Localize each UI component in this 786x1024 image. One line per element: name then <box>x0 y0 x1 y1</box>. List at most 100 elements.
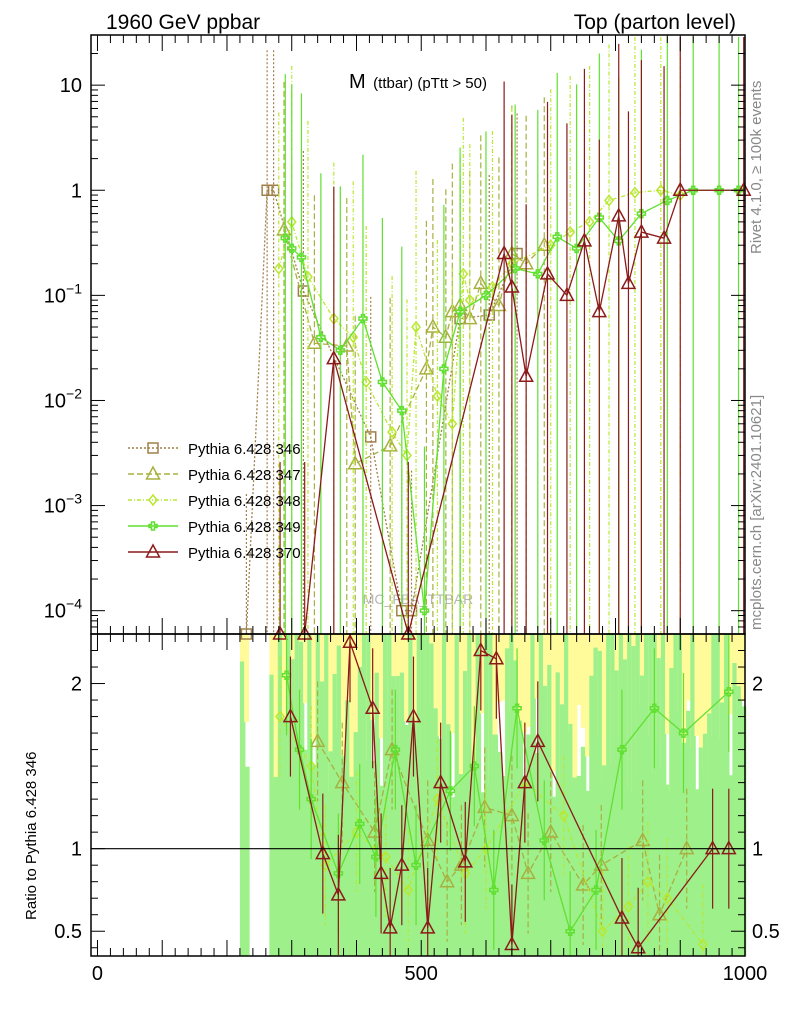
ratio-band-yellow <box>349 634 355 788</box>
ratio-band-green <box>349 776 355 956</box>
chart-title-main: M <box>349 71 366 93</box>
ratio-band-green <box>673 634 679 956</box>
ratio-band-yellow <box>580 634 586 728</box>
data-point <box>488 650 505 665</box>
data-point <box>411 860 421 870</box>
y-tick-label: 1 <box>71 180 82 202</box>
y-tick-label: 10−4 <box>44 596 82 623</box>
data-point <box>489 885 499 895</box>
ratio-band-green <box>576 775 583 956</box>
ratio-band-green <box>719 702 726 956</box>
ratio-band-green <box>273 777 280 956</box>
ratio-band-green <box>391 676 397 956</box>
data-point <box>594 212 605 223</box>
x-tick-label: 0 <box>92 963 103 985</box>
data-point <box>733 185 744 196</box>
ratio-band-green <box>408 634 414 956</box>
ratio-band-green <box>500 776 507 956</box>
ratio-band-green <box>513 660 520 956</box>
data-point <box>575 876 591 891</box>
ratio-band-yellow <box>601 634 607 786</box>
ratio-band-green <box>580 746 587 956</box>
ratio-band-green <box>282 719 288 956</box>
data-point <box>662 892 673 905</box>
ratio-band-yellow <box>639 634 645 706</box>
y-tick-base: 10 <box>44 601 66 623</box>
y-tick-exp: −4 <box>66 596 82 612</box>
data-point <box>520 864 536 880</box>
ratio-band-green <box>416 634 423 956</box>
ratio-band-green <box>446 724 452 956</box>
ratio-band-green <box>437 738 444 956</box>
data-point <box>510 263 520 274</box>
ratio-band-yellow <box>694 634 700 736</box>
ratio-band-green <box>732 663 738 956</box>
y-tick-base: 1 <box>71 180 82 202</box>
ratio-band-yellow <box>526 634 532 727</box>
data-point <box>439 873 455 888</box>
ratio-band-yellow <box>303 634 309 704</box>
data-point <box>457 853 474 868</box>
ratio-band-green <box>723 634 730 956</box>
data-point <box>597 925 608 938</box>
data-point <box>517 774 533 789</box>
ratio-band-green <box>690 634 696 956</box>
data-point <box>373 864 389 880</box>
ratio-band-green <box>395 675 402 956</box>
ratio-band-green <box>521 781 528 956</box>
ratio-band-yellow <box>374 634 380 708</box>
data-point <box>387 425 398 439</box>
data-point <box>453 856 470 871</box>
ratio-band-yellow <box>492 634 498 779</box>
data-point <box>358 313 368 324</box>
ratio-band-yellow <box>471 634 477 776</box>
ratio-band-green <box>669 668 675 956</box>
ratio-band-yellow <box>517 634 523 746</box>
data-point <box>333 868 344 879</box>
ratio-band-green <box>345 700 351 956</box>
data-point <box>364 699 381 715</box>
header-left: 1960 GeV ppbar <box>106 11 260 34</box>
ratio-band-yellow <box>404 634 410 722</box>
ratio-band-green <box>429 643 435 956</box>
data-point <box>354 819 365 829</box>
data-point <box>576 232 593 247</box>
data-point <box>539 835 550 846</box>
ratio-band-green <box>542 685 549 956</box>
ratio-band-green <box>404 725 410 956</box>
y-tick-label: 10−3 <box>44 491 82 518</box>
data-point <box>342 633 358 649</box>
data-point <box>610 207 627 222</box>
ratio-band-green <box>324 634 330 956</box>
legend-label: Pythia 6.428 370 <box>188 545 301 562</box>
data-point <box>462 310 478 325</box>
data-point <box>623 900 634 913</box>
data-point <box>382 437 398 452</box>
data-point <box>571 243 582 254</box>
series-line <box>278 189 681 458</box>
data-point <box>604 194 614 207</box>
ratio-band-green <box>660 634 667 956</box>
data-point <box>633 223 650 238</box>
data-point <box>261 184 273 197</box>
ratio-band-green <box>681 742 688 956</box>
data-point <box>147 442 159 454</box>
data-point <box>425 318 441 333</box>
x-tick-label: 500 <box>405 963 438 985</box>
data-point <box>724 687 734 697</box>
data-point <box>326 350 342 365</box>
chart-title: M (ttbar) (pTtt > 50) <box>349 71 487 93</box>
data-point <box>629 186 640 199</box>
mcplots-label: mcplots.cern.ch [arXiv:2401.10621] <box>748 395 765 630</box>
ratio-band-yellow <box>551 634 557 772</box>
ratio-band-green <box>492 734 498 956</box>
ratio-band-green <box>585 790 591 956</box>
ratio-band-green <box>547 664 553 956</box>
data-point <box>649 703 660 714</box>
data-point <box>491 296 507 312</box>
y-tick-label: 10−2 <box>44 385 82 412</box>
chart-title-sub: (ttbar) (pTtt > 50) <box>373 75 487 92</box>
ratio-band-green <box>374 672 381 956</box>
data-point <box>678 840 695 855</box>
data-point <box>504 278 520 293</box>
